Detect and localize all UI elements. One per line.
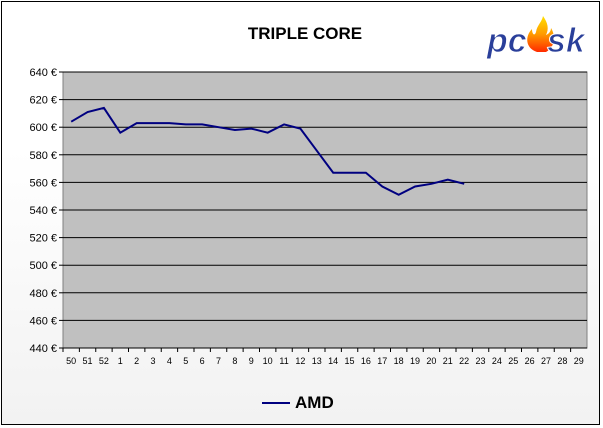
series-line-amd bbox=[70, 106, 465, 196]
x-tick-label: 3 bbox=[151, 356, 156, 366]
x-tick-label: 21 bbox=[443, 356, 453, 366]
chart-title: TRIPLE CORE bbox=[247, 24, 363, 43]
x-tick-label: 50 bbox=[66, 356, 76, 366]
x-tick-label: 25 bbox=[508, 356, 518, 366]
x-tick-label: 12 bbox=[295, 356, 305, 366]
svg-text:sk: sk bbox=[547, 22, 587, 60]
x-tick-label: 24 bbox=[492, 356, 502, 366]
x-tick-label: 22 bbox=[459, 356, 469, 366]
x-tick-label: 5 bbox=[183, 356, 188, 366]
x-tick-label: 20 bbox=[426, 356, 436, 366]
x-tick-label: 11 bbox=[279, 356, 288, 366]
y-tick-label: 600 € bbox=[29, 122, 57, 134]
x-tick-label: 4 bbox=[167, 356, 172, 366]
y-tick-label: 580 € bbox=[29, 150, 57, 162]
x-tick-label: 6 bbox=[200, 356, 205, 366]
x-tick-label: 18 bbox=[394, 356, 404, 366]
y-tick-label: 560 € bbox=[29, 177, 57, 189]
x-tick-label: 1 bbox=[118, 356, 123, 366]
x-tick-label: 51 bbox=[83, 356, 93, 366]
legend-label-amd: AMD bbox=[295, 393, 334, 412]
y-tick-label: 540 € bbox=[29, 205, 57, 217]
x-tick-label: 8 bbox=[232, 356, 237, 366]
x-tick-label: 7 bbox=[216, 356, 221, 366]
x-tick-label: 28 bbox=[557, 356, 567, 366]
pcask-logo: pc sk bbox=[485, 14, 590, 61]
y-tick-label: 640 € bbox=[29, 67, 57, 79]
x-tick-label: 16 bbox=[361, 356, 371, 366]
x-tick-label: 10 bbox=[263, 356, 273, 366]
x-tick-label: 2 bbox=[134, 356, 139, 366]
legend-swatch-amd bbox=[262, 402, 290, 404]
y-tick-label: 460 € bbox=[29, 315, 57, 327]
x-tick-label: 17 bbox=[377, 356, 387, 366]
x-tick-label: 26 bbox=[525, 356, 535, 366]
x-tick-label: 29 bbox=[574, 356, 584, 366]
x-tick-label: 9 bbox=[249, 356, 254, 366]
y-tick-label: 480 € bbox=[29, 288, 57, 300]
y-tick-label: 500 € bbox=[29, 260, 57, 272]
x-tick-label: 52 bbox=[99, 356, 109, 366]
x-tick-label: 15 bbox=[345, 356, 355, 366]
x-tick-label: 13 bbox=[312, 356, 322, 366]
y-tick-label: 620 € bbox=[29, 95, 57, 107]
x-tick-label: 14 bbox=[328, 356, 338, 366]
svg-text:pc: pc bbox=[486, 22, 527, 60]
x-tick-label: 19 bbox=[410, 356, 420, 366]
x-tick-label: 27 bbox=[541, 356, 551, 366]
y-tick-label: 520 € bbox=[29, 233, 57, 245]
legend: AMD bbox=[262, 393, 334, 413]
y-tick-label: 440 € bbox=[29, 343, 57, 355]
x-tick-label: 23 bbox=[476, 356, 486, 366]
